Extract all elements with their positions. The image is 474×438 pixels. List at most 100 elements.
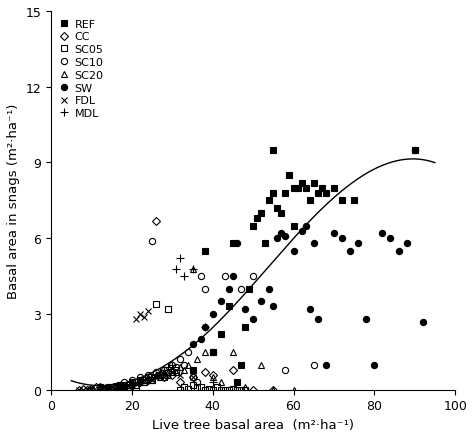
REF: [255, 216, 260, 221]
FDL: [190, 374, 195, 380]
SW: [311, 241, 317, 246]
REF: [299, 180, 304, 186]
SC10: [121, 380, 127, 385]
CC: [271, 387, 276, 392]
SC10: [311, 362, 317, 367]
SC10: [178, 357, 183, 362]
SC10: [182, 362, 187, 367]
SC10: [105, 385, 110, 390]
SW: [307, 307, 312, 312]
SC05: [206, 386, 211, 391]
SW: [202, 324, 208, 329]
SC05: [222, 387, 228, 392]
SC05: [157, 372, 163, 378]
SC05: [186, 386, 191, 391]
FDL: [141, 314, 147, 319]
SC05: [129, 380, 135, 385]
SC05: [125, 382, 131, 388]
SC10: [222, 274, 228, 279]
SC10: [283, 367, 288, 372]
MDL: [145, 377, 151, 382]
CC: [250, 387, 256, 392]
REF: [226, 304, 232, 309]
SC05: [218, 387, 224, 392]
SC20: [178, 364, 183, 370]
REF: [323, 191, 328, 196]
MDL: [161, 367, 167, 372]
REF: [250, 223, 256, 229]
MDL: [117, 385, 123, 390]
REF: [331, 186, 337, 191]
SC05: [141, 380, 147, 385]
SW: [323, 362, 328, 367]
SW: [283, 233, 288, 239]
SW: [190, 342, 195, 347]
SC20: [271, 387, 276, 392]
SW: [234, 241, 240, 246]
MDL: [153, 372, 159, 378]
SW: [266, 286, 272, 292]
REF: [287, 173, 292, 178]
REF: [271, 148, 276, 153]
SC10: [157, 372, 163, 378]
SC05: [194, 385, 200, 390]
SC20: [97, 386, 102, 391]
SW: [396, 249, 401, 254]
CC: [153, 219, 159, 224]
SC20: [133, 382, 139, 388]
FDL: [161, 374, 167, 380]
REF: [311, 180, 317, 186]
REF: [291, 223, 296, 229]
FDL: [157, 372, 163, 378]
CC: [178, 380, 183, 385]
Y-axis label: Basal area in snags (m²·ha⁻¹): Basal area in snags (m²·ha⁻¹): [7, 103, 20, 298]
SC05: [230, 386, 236, 391]
Line: REF: REF: [190, 148, 418, 385]
SW: [388, 236, 393, 241]
REF: [246, 286, 252, 292]
Legend: REF, CC, SC05, SC10, SC20, SW, FDL, MDL: REF, CC, SC05, SC10, SC20, SW, FDL, MDL: [57, 18, 106, 121]
CC: [109, 387, 115, 392]
MDL: [137, 380, 143, 385]
SW: [250, 317, 256, 322]
FDL: [121, 385, 127, 390]
SW: [274, 236, 280, 241]
SC05: [173, 367, 179, 372]
SC05: [234, 387, 240, 392]
SC05: [242, 387, 248, 392]
SW: [258, 299, 264, 304]
FDL: [89, 386, 94, 391]
MDL: [173, 266, 179, 272]
REF: [279, 211, 284, 216]
REF: [242, 324, 248, 329]
SC10: [153, 370, 159, 375]
SC20: [117, 384, 123, 389]
SC20: [157, 374, 163, 380]
Line: SC05: SC05: [88, 301, 248, 393]
FDL: [81, 387, 86, 392]
FDL: [145, 309, 151, 314]
REF: [291, 186, 296, 191]
FDL: [93, 387, 99, 392]
REF: [351, 198, 357, 204]
SC05: [198, 385, 203, 390]
SW: [364, 317, 369, 322]
SC20: [170, 367, 175, 372]
REF: [234, 380, 240, 385]
CC: [202, 370, 208, 375]
FDL: [105, 385, 110, 390]
SC10: [190, 374, 195, 380]
SC20: [194, 357, 200, 362]
SC20: [173, 370, 179, 375]
SC05: [117, 382, 123, 388]
SW: [303, 223, 309, 229]
SC10: [137, 374, 143, 380]
CC: [161, 374, 167, 380]
REF: [339, 198, 345, 204]
SC10: [89, 387, 94, 392]
SC10: [145, 372, 151, 378]
CC: [113, 385, 118, 390]
SC20: [202, 350, 208, 355]
SW: [380, 231, 385, 236]
MDL: [113, 387, 118, 392]
